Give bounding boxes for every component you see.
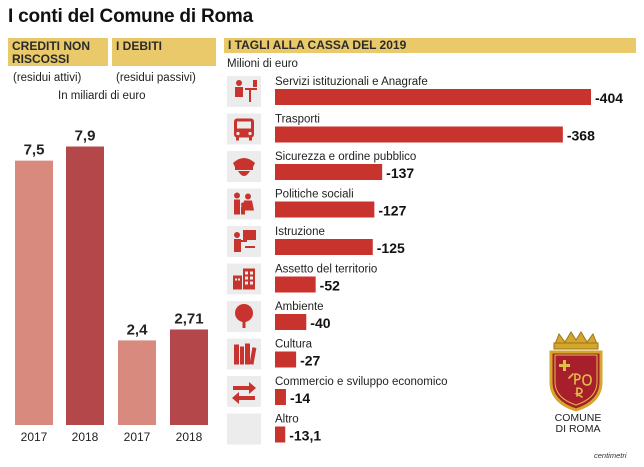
tree-icon — [227, 301, 261, 332]
cut-value-label: -40 — [310, 315, 330, 331]
buildings-icon — [227, 263, 261, 295]
cut-value-label: -404 — [595, 90, 623, 106]
category-label: Altro — [275, 414, 299, 426]
units-label-left: In miliardi di euro — [58, 90, 146, 102]
family-icon — [227, 188, 261, 220]
cut-bar — [275, 126, 563, 143]
cut-bar — [275, 351, 297, 368]
cut-value-label: -52 — [320, 278, 340, 294]
cut-bar — [275, 314, 307, 330]
debts-header: I DEBITI — [112, 38, 216, 66]
debts-subtitle: (residui passivi) — [116, 72, 196, 84]
category-label: Sicurezza e ordine pubblico — [275, 151, 416, 163]
year-tick-label: 2018 — [176, 430, 203, 444]
logo-label: COMUNE DI ROMA — [554, 412, 602, 435]
category-label: Ambiente — [275, 301, 324, 313]
cut-bar — [275, 276, 316, 293]
cut-bar — [275, 239, 373, 255]
category-label: Istruzione — [275, 226, 325, 238]
blank-icon — [227, 413, 261, 445]
credits-debts-bar — [118, 340, 156, 425]
year-tick-label: 2017 — [124, 430, 151, 444]
category-label: Assetto del territorio — [275, 264, 377, 276]
cut-value-label: -127 — [378, 203, 406, 219]
category-label: Commercio e sviluppo economico — [275, 376, 448, 388]
cut-value-label: -14 — [290, 390, 310, 406]
category-label: Cultura — [275, 339, 313, 351]
credits-debts-bar — [15, 160, 53, 425]
books-icon — [227, 338, 261, 370]
cut-bar — [275, 426, 286, 443]
page-title: I conti del Comune di Roma — [8, 6, 253, 27]
cut-bar — [275, 164, 383, 180]
roma-shield-logo — [549, 331, 603, 412]
credits-debts-chart: 7,5 2017 7,9 2018 2,4 2017 2,71 2018 — [15, 128, 208, 444]
category-label: Politiche sociali — [275, 189, 354, 201]
police-cap-icon — [227, 151, 261, 182]
cuts-header: I TAGLI ALLA CASSA DEL 2019 — [224, 38, 636, 53]
cut-bar — [275, 389, 286, 405]
bus-icon — [227, 113, 261, 145]
category-label: Servizi istituzionali e Anagrafe — [275, 76, 428, 88]
cut-value-label: -125 — [377, 240, 405, 256]
credits-subtitle: (residui attivi) — [13, 72, 82, 84]
cuts-units-label: Milioni di euro — [227, 58, 298, 70]
cut-value-label: -137 — [386, 165, 414, 181]
year-tick-label: 2017 — [21, 430, 48, 444]
cut-value-label: -368 — [567, 128, 595, 144]
credits-debts-bar — [66, 146, 104, 425]
bar-value-label: 7,9 — [75, 128, 96, 145]
cut-bar — [275, 201, 375, 218]
category-label: Trasporti — [275, 114, 320, 126]
teacher-icon — [227, 226, 261, 257]
people-desk-icon — [227, 76, 261, 107]
cut-value-label: -13,1 — [289, 428, 321, 444]
arrows-exchange-icon — [227, 376, 261, 407]
credits-header: CREDITI NON RISCOSSI — [8, 38, 108, 66]
year-tick-label: 2018 — [72, 430, 99, 444]
bar-value-label: 2,71 — [174, 310, 203, 327]
credits-debts-bar — [170, 329, 208, 425]
bar-value-label: 2,4 — [127, 321, 149, 338]
source-credit: centimetri — [594, 451, 627, 460]
cut-value-label: -27 — [300, 353, 320, 369]
cut-bar — [275, 89, 591, 105]
bar-value-label: 7,5 — [24, 142, 45, 159]
